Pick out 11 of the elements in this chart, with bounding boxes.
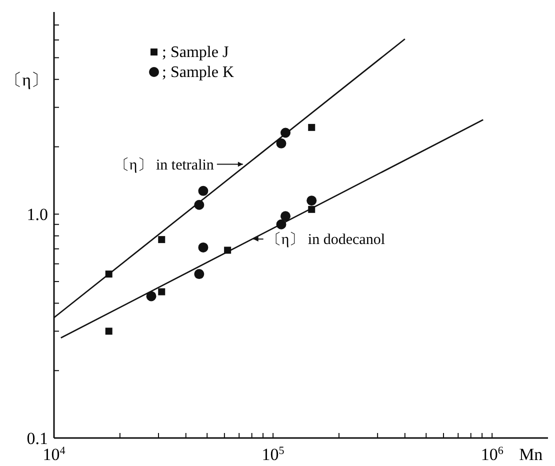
x-tick-label: 10$^{4}$ [42, 445, 66, 464]
annotation: 〔η〕 in tetralin [114, 156, 214, 174]
y-axis-title: 〔η〕 [5, 70, 48, 90]
x-tick-label: 10$^{5}$ [262, 445, 285, 464]
y-tick-label: 1.0 [26, 205, 48, 224]
x-tick-label: 10$^{6}$ [480, 445, 504, 464]
annotation: 〔η〕 in dodecanol [266, 231, 385, 248]
legend-label: ; Sample J [162, 44, 229, 61]
legend-label: ; Sample K [162, 64, 234, 81]
x-axis-title: Mn [519, 445, 544, 464]
y-tick-label: 0.1 [26, 429, 48, 448]
